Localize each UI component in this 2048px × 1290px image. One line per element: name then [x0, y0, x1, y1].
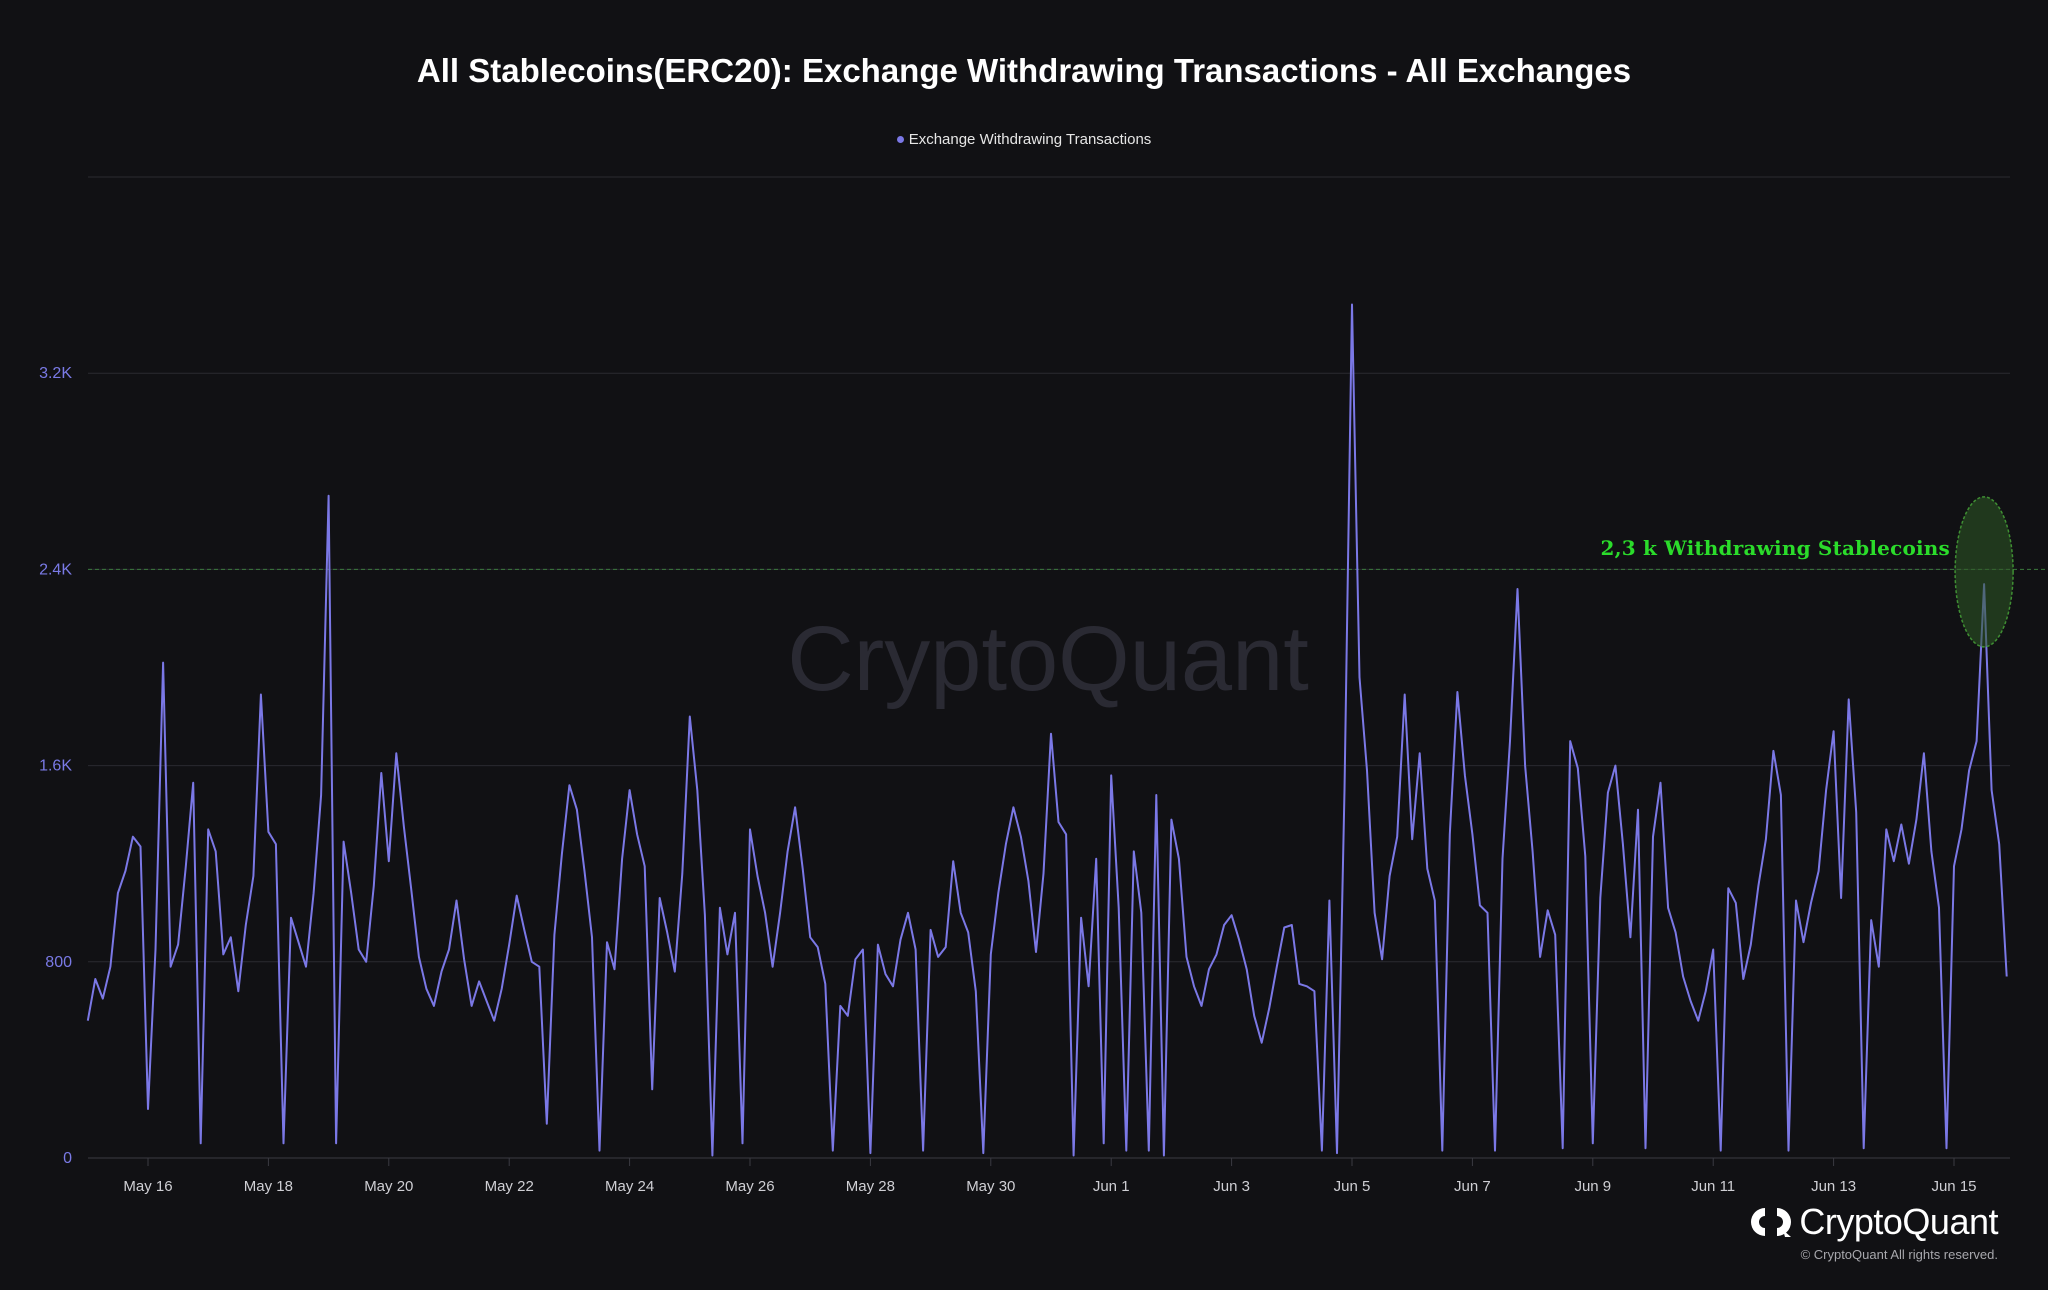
x-tick-label: May 22 [485, 1178, 534, 1195]
x-tick-label: May 16 [123, 1178, 172, 1195]
y-tick-label: 2.4K [39, 561, 72, 578]
x-tick-label: May 30 [966, 1178, 1015, 1195]
annotation-label: 2,3 k Withdrawing Stablecoins [1600, 536, 1950, 560]
y-tick-label: 0 [63, 1150, 72, 1167]
x-tick-label: May 28 [846, 1178, 895, 1195]
chart-title: All Stablecoins(ERC20): Exchange Withdra… [416, 52, 1632, 89]
y-tick-label: 1.6K [39, 758, 72, 775]
cryptoquant-logo-icon [1751, 1208, 1792, 1237]
legend-dot-icon [896, 135, 904, 143]
x-tick-label: Jun 15 [1931, 1178, 1976, 1195]
x-tick-label: Jun 7 [1454, 1178, 1491, 1195]
x-tick-label: Jun 5 [1334, 1178, 1371, 1195]
series-line [86, 303, 2008, 1157]
legend-label: Exchange Withdrawing Transactions [908, 131, 1152, 148]
x-tick-label: Jun 1 [1093, 1178, 1130, 1195]
brand: CryptoQuant [1728, 1198, 1998, 1246]
watermark-text: CryptoQuant [787, 608, 1309, 710]
brand-name: CryptoQuant [1799, 1201, 1998, 1242]
x-tick-label: Jun 9 [1574, 1178, 1611, 1195]
x-tick-label: Jun 13 [1811, 1178, 1856, 1195]
legend[interactable]: Exchange Withdrawing Transactions [0, 131, 2048, 148]
highlight-ellipse [1954, 496, 2014, 648]
copyright-text: © CryptoQuant All rights reserved. [1800, 1247, 1998, 1262]
y-tick-label: 800 [45, 954, 72, 971]
x-tick-label: May 24 [605, 1178, 654, 1195]
y-tick-label: 3.2K [39, 365, 72, 382]
x-tick-label: May 20 [364, 1178, 413, 1195]
x-tick-label: May 26 [725, 1178, 774, 1195]
x-tick-label: May 18 [244, 1178, 293, 1195]
x-tick-label: Jun 11 [1691, 1178, 1735, 1195]
x-tick-label: Jun 3 [1213, 1178, 1250, 1195]
